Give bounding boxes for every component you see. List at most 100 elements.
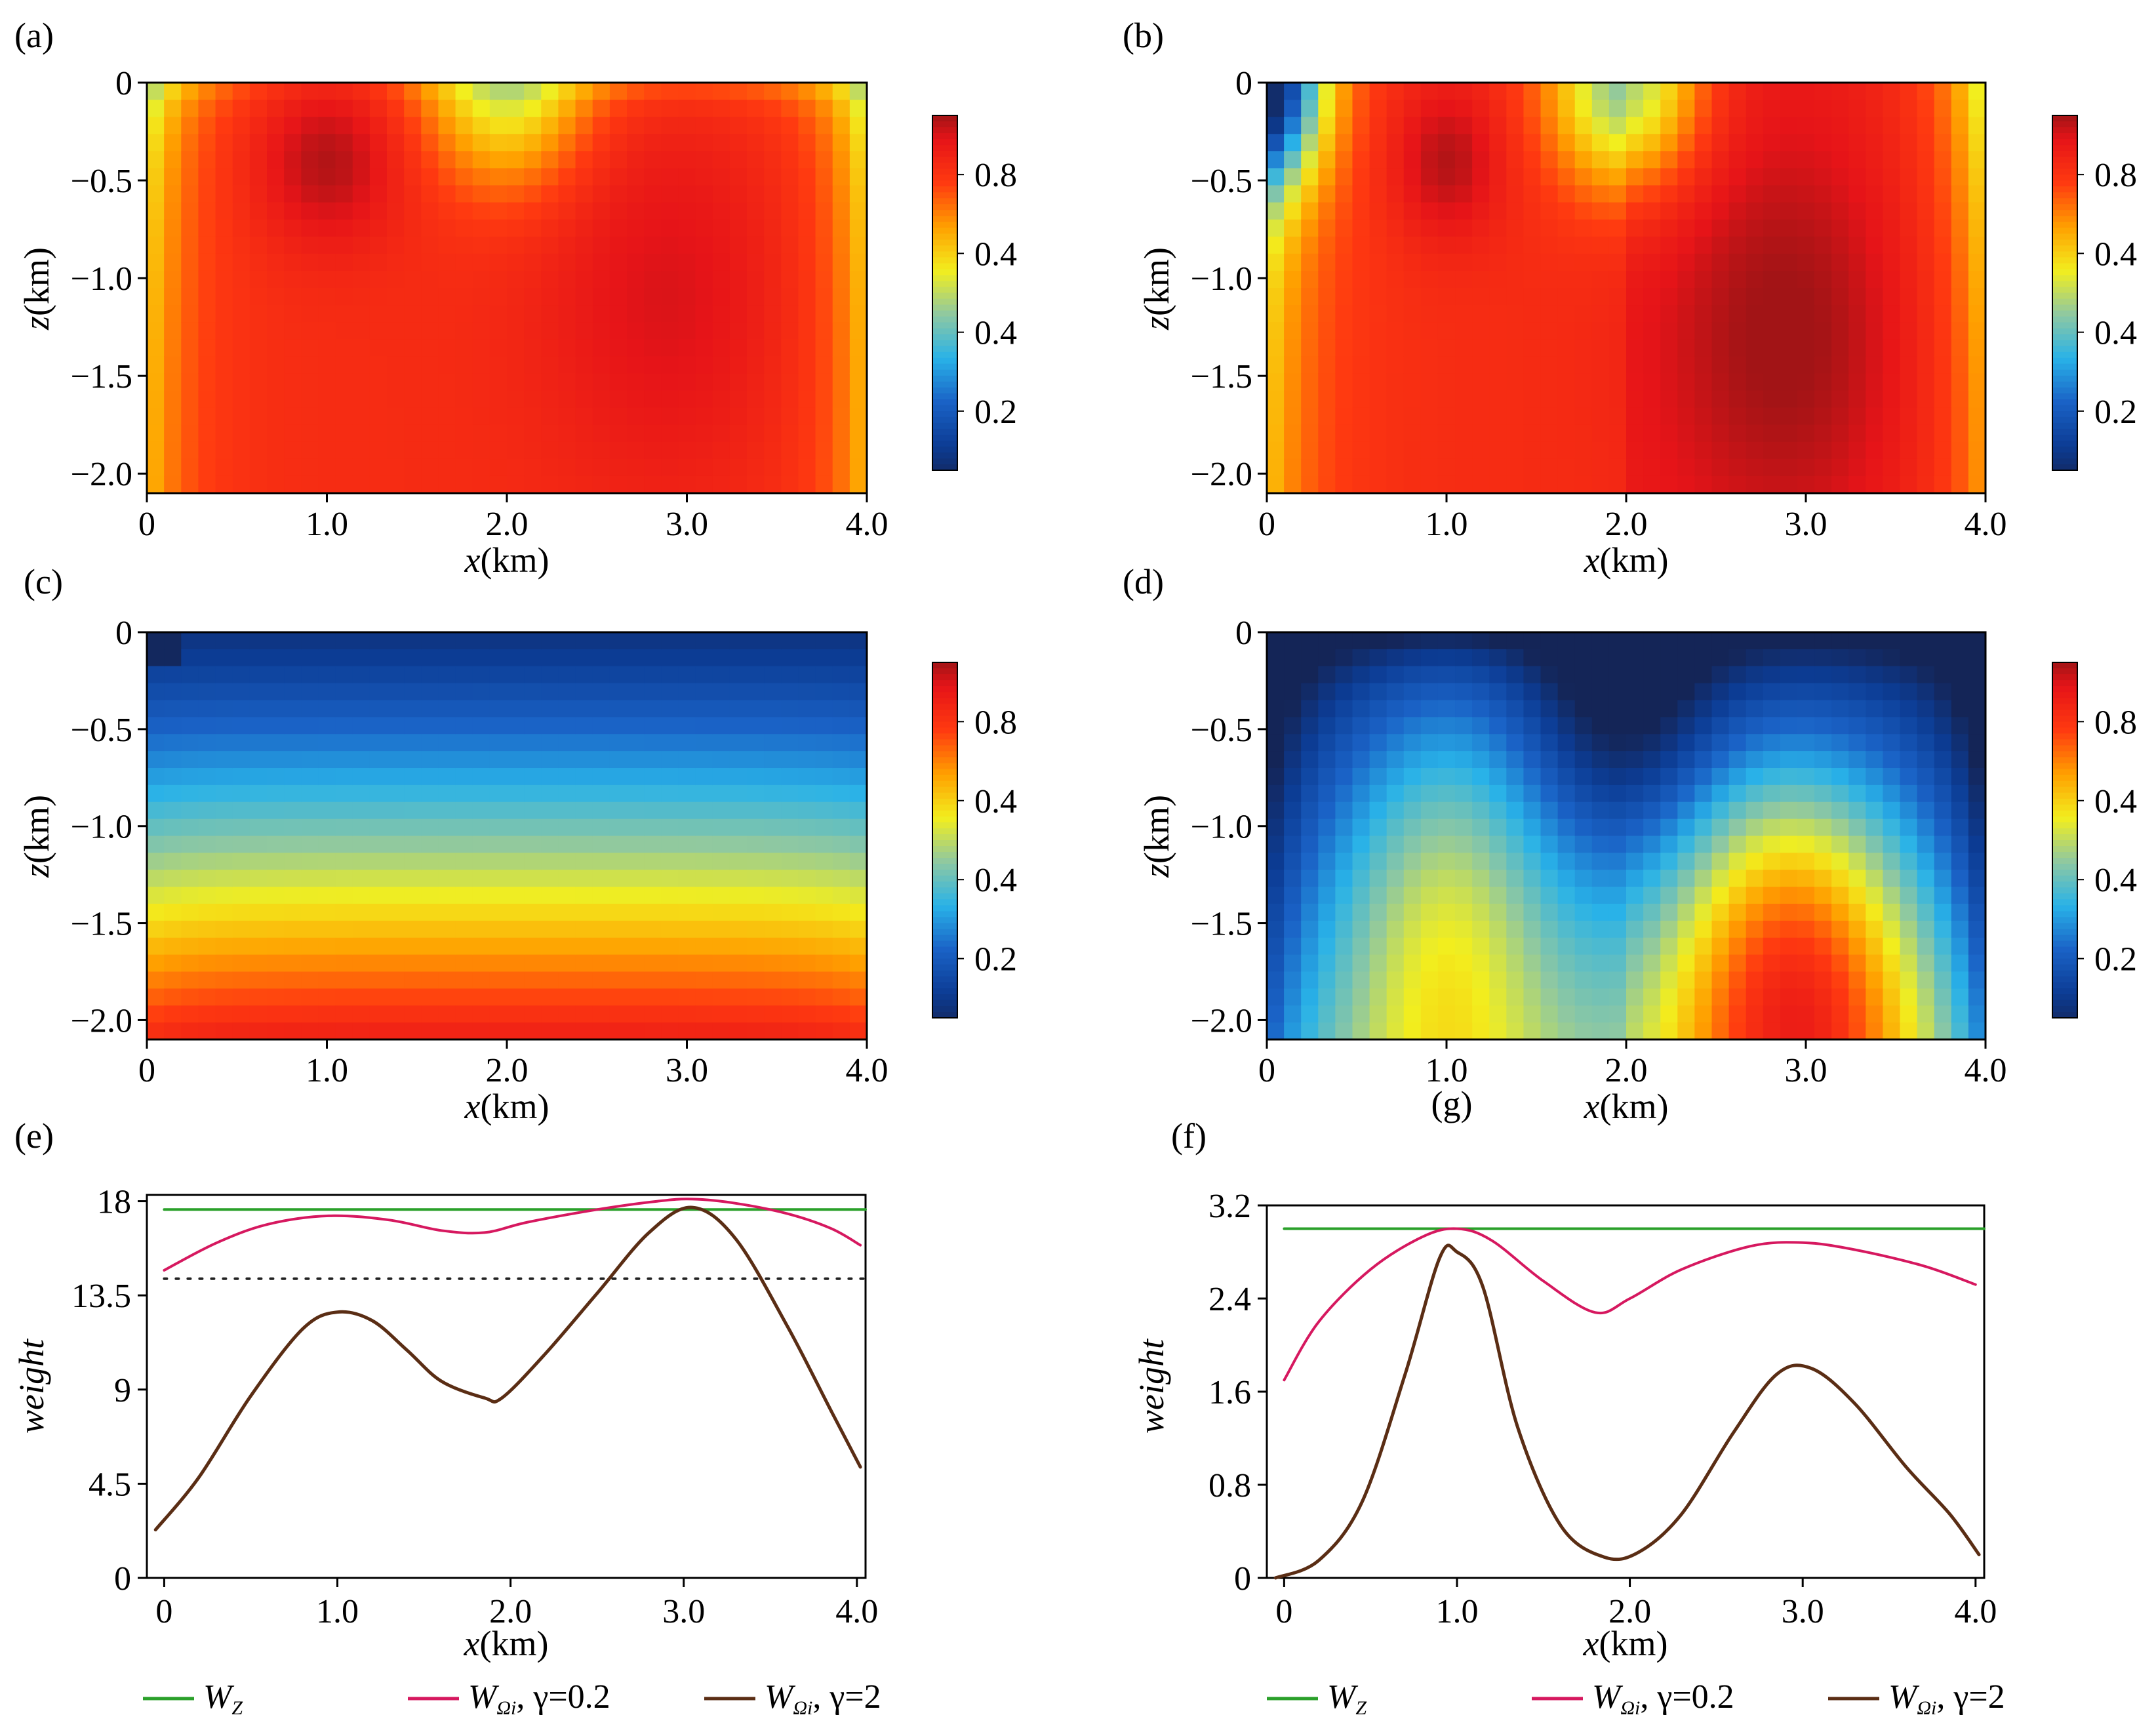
heatmap-cell — [147, 1022, 165, 1040]
heatmap-cell — [1267, 904, 1285, 921]
heatmap-cell — [729, 134, 748, 151]
heatmap-cell — [387, 1005, 405, 1023]
heatmap-cell — [1489, 734, 1507, 752]
heatmap-cell — [1352, 441, 1370, 460]
heatmap-cell — [301, 734, 319, 752]
heatmap-cell — [438, 717, 456, 735]
colorbar-tick-label: 0.4 — [974, 315, 1017, 352]
legend-gamma-0-2-label: WΩi, γ=0.2 — [1592, 1678, 1734, 1719]
heatmap-cell — [421, 117, 439, 134]
heatmap-cell — [1780, 475, 1798, 494]
heatmap-cell — [472, 768, 490, 786]
heatmap-cell — [678, 717, 696, 735]
heatmap-cell — [832, 937, 850, 956]
heatmap-cell — [1352, 666, 1370, 684]
colorbar-segment — [2052, 233, 2077, 240]
heatmap-cell — [1284, 971, 1302, 989]
heatmap-cell — [815, 937, 833, 956]
heatmap-cell — [1934, 1005, 1952, 1023]
heatmap-cell — [438, 424, 456, 443]
heatmap-cell — [249, 407, 268, 426]
heatmap-cell — [1831, 441, 1849, 460]
heatmap-cell — [815, 818, 833, 837]
heatmap-cell — [1369, 458, 1387, 477]
heatmap-cell — [558, 475, 576, 494]
heatmap-cell — [1780, 202, 1798, 220]
heatmap-cell — [1403, 407, 1422, 426]
heatmap-cell — [1780, 1022, 1798, 1040]
heatmap-cell — [1437, 734, 1456, 752]
heatmap-cell — [1728, 100, 1747, 117]
heatmap-cell — [1883, 219, 1901, 237]
heatmap-cell — [1489, 904, 1507, 921]
heatmap-cell — [1763, 700, 1781, 717]
heatmap-cell — [1814, 441, 1832, 460]
heatmap-cell — [1848, 373, 1866, 392]
heatmap-cell — [1626, 441, 1644, 460]
heatmap-cell — [1506, 151, 1525, 169]
legend-sub: Ωi — [1620, 1697, 1640, 1719]
heatmap-cell — [1506, 168, 1525, 186]
heatmap-cell — [849, 988, 868, 1006]
legend-main: W — [1888, 1678, 1920, 1716]
heatmap-cell — [1848, 768, 1866, 786]
heatmap-cell — [1284, 784, 1302, 803]
heatmap-cell — [764, 458, 782, 477]
heatmap-cell — [644, 185, 662, 203]
heatmap-cell — [335, 339, 353, 357]
heatmap-cell — [1386, 288, 1405, 306]
heatmap-cell — [592, 818, 610, 837]
heatmap-cell — [592, 83, 610, 100]
heatmap-cell — [678, 100, 696, 117]
heatmap-cell — [1797, 390, 1815, 409]
heatmap-cell — [575, 801, 593, 820]
heatmap-cell — [301, 1022, 319, 1040]
heatmap-cell — [1951, 801, 1969, 820]
heatmap-cell — [798, 971, 816, 989]
heatmap-cell — [1267, 768, 1285, 786]
colorbar-segment — [2052, 798, 2077, 805]
heatmap-cell — [1797, 649, 1815, 667]
heatmap-cell — [815, 751, 833, 769]
heatmap-cell — [1489, 407, 1507, 426]
heatmap-cell — [472, 236, 490, 254]
heatmap-cell — [1386, 407, 1405, 426]
heatmap-cell — [764, 751, 782, 769]
heatmap-cell — [198, 373, 216, 392]
colorbar-tick-label: 0.8 — [974, 704, 1017, 741]
heatmap-cell — [764, 270, 782, 289]
heatmap-cell — [1540, 768, 1559, 786]
heatmap-cell — [1318, 649, 1336, 667]
heatmap-cell — [1386, 887, 1405, 904]
heatmap-cell — [1643, 83, 1661, 100]
heatmap-cell — [369, 117, 388, 134]
colorbar-segment — [932, 198, 957, 205]
heatmap-cell — [592, 801, 610, 820]
heatmap-cell — [1711, 253, 1730, 272]
heatmap-cell — [592, 1005, 610, 1023]
heatmap-cell — [455, 836, 473, 853]
heatmap-cell — [232, 666, 250, 684]
heatmap-cell — [712, 219, 730, 237]
heatmap-cell — [575, 751, 593, 769]
heatmap-cell — [1284, 683, 1302, 701]
heatmap-cell — [1591, 305, 1610, 323]
heatmap-cell — [1814, 407, 1832, 426]
heatmap-cell — [558, 734, 576, 752]
heatmap-cell — [455, 887, 473, 904]
heatmap-cell — [301, 185, 319, 203]
heatmap-cell — [1746, 784, 1764, 803]
heatmap-cell — [712, 151, 730, 169]
heatmap-cell — [404, 1005, 422, 1023]
heatmap-cell — [301, 339, 319, 357]
colorbar-segment — [932, 887, 957, 894]
heatmap-cell — [764, 424, 782, 443]
x-axis-unit: (km) — [1600, 540, 1669, 580]
heatmap-cell — [147, 1005, 165, 1023]
heatmap-cell — [198, 1022, 216, 1040]
heatmap-cell — [404, 666, 422, 684]
heatmap-cell — [249, 83, 268, 100]
heatmap-cell — [472, 954, 490, 973]
heatmap-cell — [249, 920, 268, 938]
heatmap-cell — [1574, 441, 1593, 460]
